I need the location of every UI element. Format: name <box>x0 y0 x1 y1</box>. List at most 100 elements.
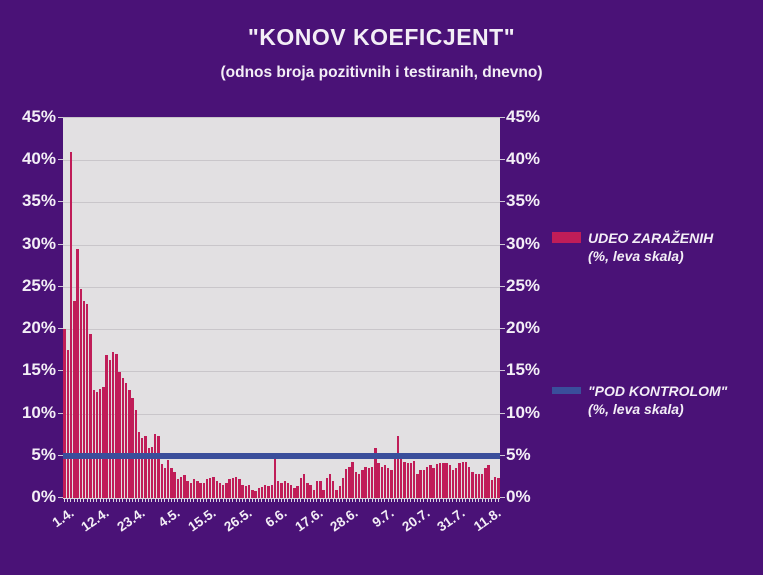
bar <box>474 473 477 498</box>
y-tick-mark-right <box>500 412 505 414</box>
x-tick-mark <box>157 498 159 502</box>
y-tick-mark-right <box>500 201 505 203</box>
x-tick-mark <box>151 498 153 502</box>
bar <box>108 359 112 498</box>
bar <box>370 466 374 498</box>
bar <box>215 481 218 498</box>
y-tick-label-right: 20% <box>506 318 541 338</box>
x-tick-mark <box>96 498 98 502</box>
x-tick-mark <box>381 498 383 502</box>
bar <box>209 477 212 498</box>
x-tick-mark <box>484 498 486 502</box>
x-tick-mark <box>80 498 82 502</box>
x-tick-mark <box>361 498 363 502</box>
x-tick-mark <box>488 498 490 502</box>
bar <box>176 479 180 498</box>
bar <box>293 487 296 498</box>
y-tick-label-right: 25% <box>506 275 541 295</box>
bar <box>69 151 73 498</box>
y-tick-label-left: 0% <box>31 487 56 506</box>
bar <box>82 301 86 498</box>
x-tick-mark <box>313 498 315 502</box>
bar <box>170 467 173 498</box>
x-tick-mark <box>161 498 163 502</box>
y-tick-label-right: 5% <box>506 444 531 464</box>
x-tick-mark <box>73 498 75 502</box>
x-tick-mark <box>345 498 347 502</box>
bar <box>150 446 154 498</box>
bar <box>244 486 248 498</box>
bar <box>296 486 299 498</box>
x-tick-mark <box>216 498 218 502</box>
bar <box>445 463 448 498</box>
bar <box>400 458 403 498</box>
x-tick-mark <box>170 498 172 502</box>
x-tick-mark <box>251 498 253 502</box>
x-tick-mark <box>225 498 227 502</box>
y-tick-mark-left <box>58 370 63 372</box>
x-tick-mark <box>199 498 201 502</box>
bar <box>260 487 264 498</box>
x-tick-mark <box>465 498 467 502</box>
x-tick-mark <box>271 498 273 502</box>
x-tick-mark <box>190 498 192 502</box>
bar <box>225 482 228 498</box>
x-tick-mark <box>258 498 260 502</box>
bar <box>92 389 95 498</box>
x-tick-mark <box>387 498 389 502</box>
bar <box>497 477 500 498</box>
x-tick-mark <box>297 498 299 502</box>
y-tick-label-left: 45% <box>21 107 56 126</box>
bar <box>267 486 270 498</box>
bar <box>461 461 464 498</box>
x-tick-mark <box>436 498 438 502</box>
x-tick-mark <box>277 498 279 502</box>
bar <box>160 464 163 498</box>
y-tick-mark-left <box>58 454 63 456</box>
gridline-25 <box>63 286 500 288</box>
x-tick-mark <box>144 498 146 502</box>
x-tick-mark <box>287 498 289 502</box>
gridline-40 <box>63 160 500 162</box>
bar <box>477 473 481 498</box>
bar <box>328 474 332 498</box>
bar <box>79 288 82 498</box>
y-tick-label-right: 30% <box>506 233 541 253</box>
bar <box>231 477 235 498</box>
x-tick-mark <box>462 498 464 502</box>
bar <box>218 482 222 498</box>
bar <box>157 436 160 498</box>
x-tick-mark <box>115 498 117 502</box>
x-tick-mark <box>429 498 431 502</box>
y-tick-label-right: 45% <box>506 107 541 126</box>
bar <box>413 460 416 498</box>
bar <box>241 485 244 498</box>
x-tick-mark <box>410 498 412 502</box>
bar <box>247 485 251 498</box>
y-tick-mark-right <box>500 497 505 498</box>
bar <box>377 463 380 498</box>
bar <box>73 301 76 498</box>
legend-label-under-control: "POD KONTROLOM" <box>588 383 728 399</box>
bar <box>448 465 451 498</box>
bar <box>202 482 205 498</box>
x-tick-mark <box>377 498 379 502</box>
x-tick-mark <box>420 498 422 502</box>
x-tick-mark <box>413 498 415 502</box>
bar <box>289 484 293 498</box>
bar <box>199 482 202 498</box>
x-tick-mark <box>303 498 305 502</box>
bar <box>283 481 286 498</box>
bar <box>335 489 338 498</box>
y-tick-mark-left <box>58 497 63 498</box>
x-tick-mark <box>209 498 211 502</box>
bar <box>95 392 99 498</box>
bar <box>102 386 105 498</box>
bar <box>396 436 400 498</box>
x-tick-mark <box>290 498 292 502</box>
bar <box>309 484 312 498</box>
x-tick-mark <box>471 498 473 502</box>
x-tick-mark <box>212 498 214 502</box>
x-tick-mark <box>274 498 276 502</box>
x-tick-mark <box>89 498 91 502</box>
